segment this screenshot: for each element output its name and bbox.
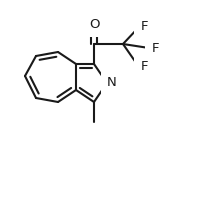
Text: F: F (141, 60, 148, 73)
Text: N: N (107, 75, 117, 88)
Text: F: F (141, 21, 148, 33)
Text: F: F (152, 42, 159, 54)
Text: O: O (89, 18, 99, 30)
